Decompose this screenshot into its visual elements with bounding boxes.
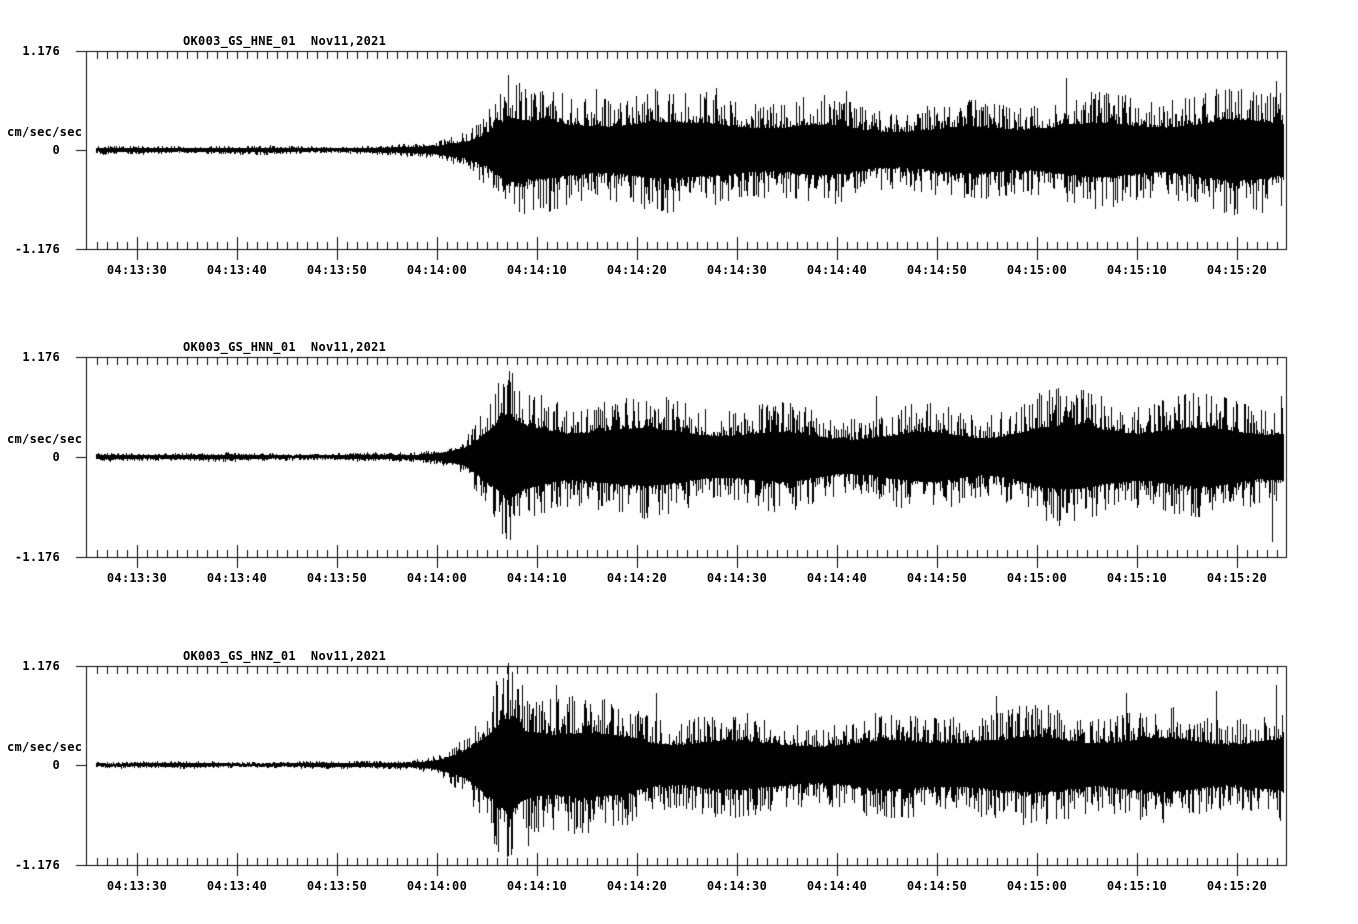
time-tick-label: 04:14:10 <box>506 571 568 585</box>
time-tick-label: 04:14:10 <box>506 263 568 277</box>
y-axis-unit-label: cm/sec/sec <box>7 125 83 139</box>
time-tick-label: 04:14:50 <box>906 571 968 585</box>
time-tick-label: 04:13:30 <box>106 263 168 277</box>
time-tick-label: 04:14:40 <box>806 571 868 585</box>
y-axis-unit-label: cm/sec/sec <box>7 432 83 446</box>
time-tick-label: 04:15:00 <box>1006 879 1068 893</box>
y-axis-max-label: 1.176 <box>22 44 60 58</box>
time-tick-label: 04:14:20 <box>606 571 668 585</box>
time-tick-label: 04:14:30 <box>706 571 768 585</box>
time-tick-label: 04:13:40 <box>206 571 268 585</box>
time-tick-label: 04:13:30 <box>106 879 168 893</box>
time-tick-label: 04:15:20 <box>1206 879 1268 893</box>
time-tick-label: 04:13:50 <box>306 571 368 585</box>
y-axis-max-label: 1.176 <box>22 350 60 364</box>
y-axis-min-label: -1.176 <box>14 550 60 564</box>
time-tick-label: 04:13:30 <box>106 571 168 585</box>
time-tick-label: 04:14:40 <box>806 263 868 277</box>
time-tick-label: 04:14:00 <box>406 571 468 585</box>
time-tick-label: 04:14:20 <box>606 879 668 893</box>
time-tick-label: 04:13:50 <box>306 879 368 893</box>
y-axis-max-label: 1.176 <box>22 659 60 673</box>
time-tick-label: 04:14:50 <box>906 879 968 893</box>
time-tick-label: 04:15:20 <box>1206 263 1268 277</box>
time-tick-label: 04:15:00 <box>1006 263 1068 277</box>
time-tick-label: 04:14:40 <box>806 879 868 893</box>
time-tick-label: 04:15:10 <box>1106 879 1168 893</box>
time-tick-label: 04:14:20 <box>606 263 668 277</box>
y-axis-zero-label: 0 <box>52 450 60 464</box>
y-axis-zero-label: 0 <box>52 758 60 772</box>
time-tick-label: 04:14:00 <box>406 263 468 277</box>
time-tick-label: 04:13:40 <box>206 879 268 893</box>
time-tick-label: 04:15:20 <box>1206 571 1268 585</box>
y-axis-min-label: -1.176 <box>14 858 60 872</box>
time-tick-label: 04:14:10 <box>506 879 568 893</box>
y-axis-unit-label: cm/sec/sec <box>7 740 83 754</box>
time-tick-label: 04:15:10 <box>1106 263 1168 277</box>
time-tick-label: 04:15:10 <box>1106 571 1168 585</box>
time-tick-label: 04:13:50 <box>306 263 368 277</box>
time-tick-label: 04:14:50 <box>906 263 968 277</box>
trace-title-hnz: OK003_GS_HNZ_01 Nov11,2021 <box>183 649 387 663</box>
time-tick-label: 04:14:00 <box>406 879 468 893</box>
trace-title-hnn: OK003_GS_HNN_01 Nov11,2021 <box>183 340 387 354</box>
time-tick-label: 04:14:30 <box>706 879 768 893</box>
time-tick-label: 04:13:40 <box>206 263 268 277</box>
time-tick-label: 04:15:00 <box>1006 571 1068 585</box>
time-tick-label: 04:14:30 <box>706 263 768 277</box>
y-axis-zero-label: 0 <box>52 143 60 157</box>
trace-title-hne: OK003_GS_HNE_01 Nov11,2021 <box>183 34 387 48</box>
y-axis-min-label: -1.176 <box>14 242 60 256</box>
